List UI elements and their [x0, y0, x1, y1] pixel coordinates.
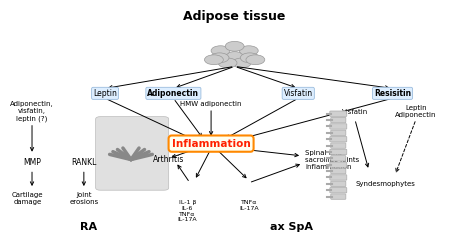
Text: Joint
erosions: Joint erosions [69, 192, 99, 205]
Text: Cartilage
damage: Cartilage damage [11, 192, 43, 205]
FancyBboxPatch shape [331, 130, 346, 135]
Text: RA: RA [80, 222, 97, 232]
FancyBboxPatch shape [330, 175, 347, 180]
FancyBboxPatch shape [330, 149, 347, 155]
Text: IL-1 β
IL-6
TNFα
IL-17A: IL-1 β IL-6 TNFα IL-17A [178, 200, 197, 222]
FancyBboxPatch shape [330, 111, 347, 116]
Text: Inflammation: Inflammation [172, 139, 250, 149]
Circle shape [240, 53, 259, 63]
Text: Leptin
Adiponectin: Leptin Adiponectin [395, 105, 437, 118]
Text: Spinal and
sacroiliac joints
inflammation: Spinal and sacroiliac joints inflammatio… [305, 150, 360, 170]
Text: MMP: MMP [23, 157, 41, 166]
Text: Visfatin: Visfatin [284, 89, 313, 98]
Circle shape [210, 53, 229, 63]
Text: Adiponectin: Adiponectin [147, 89, 200, 98]
Text: Adipose tissue: Adipose tissue [183, 10, 286, 23]
Circle shape [239, 46, 258, 56]
Text: ax SpA: ax SpA [270, 222, 313, 232]
FancyBboxPatch shape [331, 194, 346, 199]
FancyBboxPatch shape [96, 117, 169, 190]
Text: RANKL: RANKL [71, 157, 97, 166]
Text: Leptin: Leptin [93, 89, 117, 98]
FancyBboxPatch shape [330, 136, 347, 142]
Circle shape [225, 41, 244, 51]
Text: Adiponectin,
visfatin,
leptin (?): Adiponectin, visfatin, leptin (?) [10, 101, 54, 122]
FancyBboxPatch shape [331, 156, 346, 161]
FancyBboxPatch shape [331, 117, 346, 123]
Circle shape [204, 55, 223, 65]
Text: Arthritis: Arthritis [153, 155, 184, 164]
Text: Syndesmophytes: Syndesmophytes [356, 181, 415, 187]
FancyBboxPatch shape [330, 124, 347, 129]
Text: TNFα
IL-17A: TNFα IL-17A [239, 200, 259, 211]
Text: HMW adiponectin: HMW adiponectin [180, 101, 242, 107]
Text: Visfatin: Visfatin [342, 109, 368, 115]
FancyBboxPatch shape [330, 187, 347, 193]
FancyBboxPatch shape [331, 143, 346, 148]
FancyBboxPatch shape [331, 168, 346, 174]
Circle shape [218, 58, 237, 68]
Circle shape [246, 55, 265, 65]
Circle shape [225, 52, 244, 62]
Circle shape [211, 46, 230, 56]
Text: Resisitin: Resisitin [374, 89, 411, 98]
FancyBboxPatch shape [331, 181, 346, 186]
Circle shape [232, 58, 251, 68]
FancyBboxPatch shape [330, 162, 347, 167]
